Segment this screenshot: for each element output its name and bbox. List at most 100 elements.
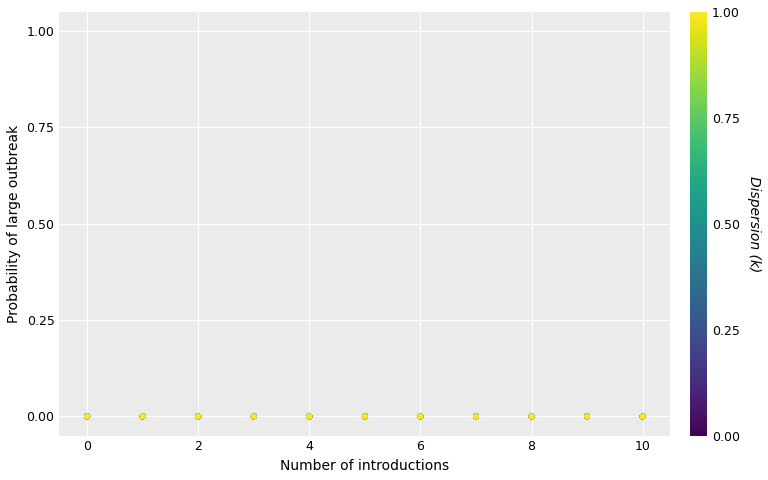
Point — [303, 412, 316, 420]
Y-axis label: Dispersion (k): Dispersion (k) — [746, 176, 761, 272]
Point — [192, 412, 204, 420]
Point — [359, 412, 371, 420]
Point — [414, 412, 426, 420]
Point — [637, 412, 649, 420]
Point — [247, 412, 260, 420]
Point — [247, 412, 260, 420]
Point — [303, 412, 316, 420]
Point — [192, 412, 204, 420]
Point — [414, 412, 426, 420]
Point — [137, 412, 149, 420]
Point — [470, 412, 482, 420]
Point — [81, 412, 93, 420]
Point — [525, 412, 538, 420]
Point — [414, 412, 426, 420]
Point — [525, 412, 538, 420]
Point — [359, 412, 371, 420]
Point — [81, 412, 93, 420]
Point — [303, 412, 316, 420]
Point — [81, 412, 93, 420]
X-axis label: Number of introductions: Number of introductions — [280, 459, 449, 473]
Point — [637, 412, 649, 420]
Point — [581, 412, 593, 420]
Point — [137, 412, 149, 420]
Point — [81, 412, 93, 420]
Point — [81, 412, 93, 420]
Point — [303, 412, 316, 420]
Point — [192, 412, 204, 420]
Point — [247, 412, 260, 420]
Point — [303, 412, 316, 420]
Point — [137, 412, 149, 420]
Point — [359, 412, 371, 420]
Point — [137, 412, 149, 420]
Point — [414, 412, 426, 420]
Point — [303, 412, 316, 420]
Point — [137, 412, 149, 420]
Point — [581, 412, 593, 420]
Point — [247, 412, 260, 420]
Point — [470, 412, 482, 420]
Point — [303, 412, 316, 420]
Point — [137, 412, 149, 420]
Point — [581, 412, 593, 420]
Point — [359, 412, 371, 420]
Point — [637, 412, 649, 420]
Point — [137, 412, 149, 420]
Point — [303, 412, 316, 420]
Point — [303, 412, 316, 420]
Point — [359, 412, 371, 420]
Point — [137, 412, 149, 420]
Point — [137, 412, 149, 420]
Point — [581, 412, 593, 420]
Point — [470, 412, 482, 420]
Point — [414, 412, 426, 420]
Point — [247, 412, 260, 420]
Y-axis label: Probability of large outbreak: Probability of large outbreak — [7, 125, 21, 323]
Point — [637, 412, 649, 420]
Point — [414, 412, 426, 420]
Point — [637, 412, 649, 420]
Point — [470, 412, 482, 420]
Point — [81, 412, 93, 420]
Point — [81, 412, 93, 420]
Point — [192, 412, 204, 420]
Point — [192, 412, 204, 420]
Point — [359, 412, 371, 420]
Point — [192, 412, 204, 420]
Point — [637, 412, 649, 420]
Point — [525, 412, 538, 420]
Point — [359, 412, 371, 420]
Point — [470, 412, 482, 420]
Point — [81, 412, 93, 420]
Point — [637, 412, 649, 420]
Point — [303, 412, 316, 420]
Point — [247, 412, 260, 420]
Point — [525, 412, 538, 420]
Point — [414, 412, 426, 420]
Point — [247, 412, 260, 420]
Point — [192, 412, 204, 420]
Point — [470, 412, 482, 420]
Point — [359, 412, 371, 420]
Point — [637, 412, 649, 420]
Point — [192, 412, 204, 420]
Point — [247, 412, 260, 420]
Point — [359, 412, 371, 420]
Point — [525, 412, 538, 420]
Point — [192, 412, 204, 420]
Point — [581, 412, 593, 420]
Point — [470, 412, 482, 420]
Point — [414, 412, 426, 420]
Point — [525, 412, 538, 420]
Point — [525, 412, 538, 420]
Point — [581, 412, 593, 420]
Point — [414, 412, 426, 420]
Point — [470, 412, 482, 420]
Point — [137, 412, 149, 420]
Point — [303, 412, 316, 420]
Point — [470, 412, 482, 420]
Point — [581, 412, 593, 420]
Point — [81, 412, 93, 420]
Point — [637, 412, 649, 420]
